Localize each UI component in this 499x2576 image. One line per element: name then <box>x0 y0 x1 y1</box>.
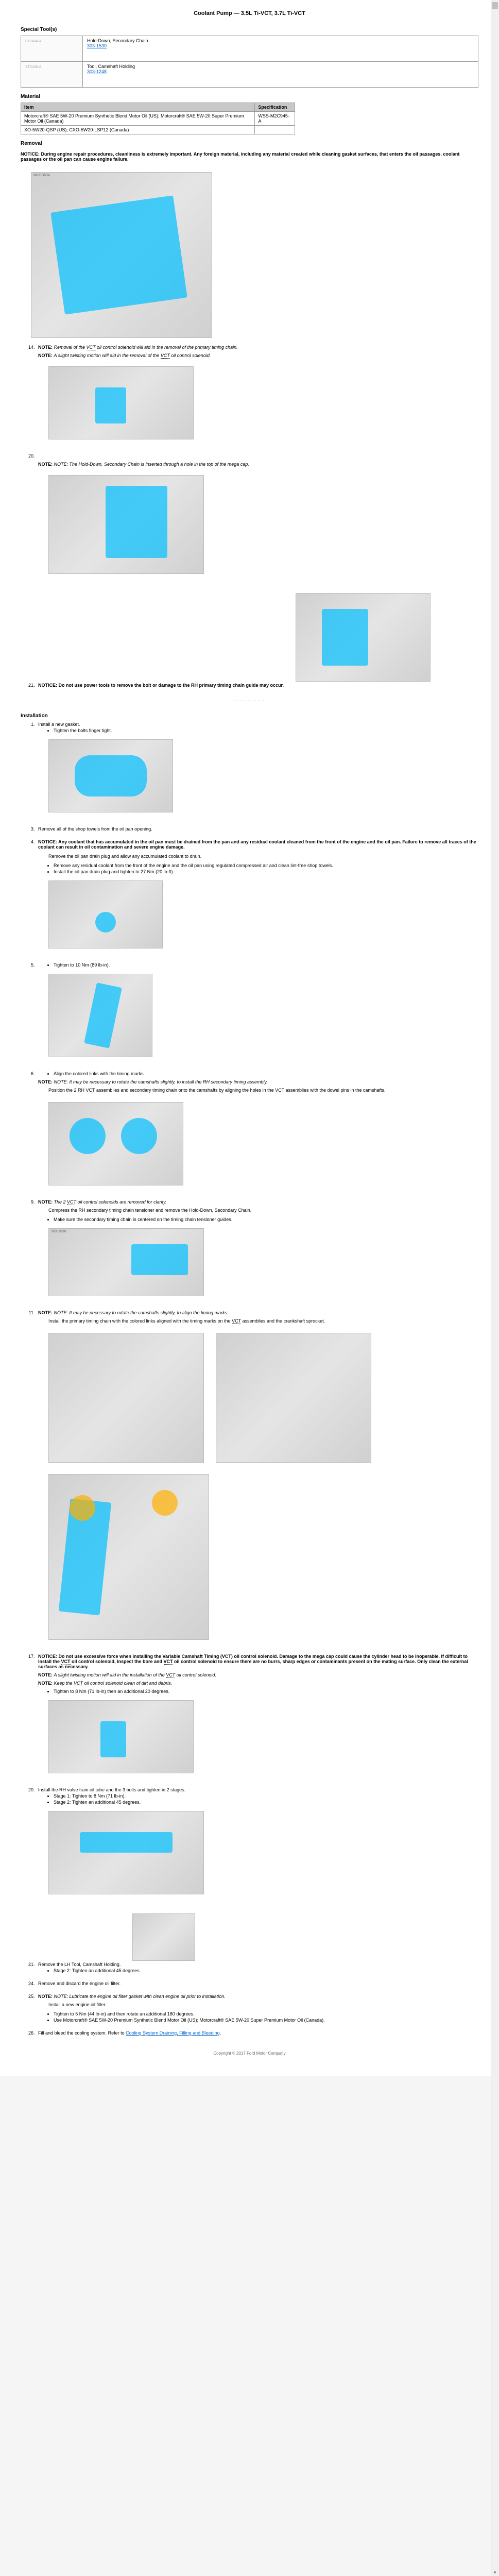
note: NOTE: NOTE: It may be necessary to rotat… <box>38 1079 478 1084</box>
tool-link[interactable]: 303-1530 <box>87 43 107 48</box>
installation-header: Installation <box>21 713 478 719</box>
tool-link[interactable]: 303-1248 <box>87 69 107 74</box>
install-steps-3: Remove all of the shop towels from the o… <box>36 826 478 1192</box>
figure: N0113634 <box>31 172 212 338</box>
removal-steps: NOTE: Removal of the VCT oil control sol… <box>36 345 478 446</box>
copyright: Copyright © 2017 Ford Motor Company <box>21 2051 478 2056</box>
removal-header: Removal <box>21 141 478 146</box>
step-4: NOTICE: Any coolant that has accumulated… <box>36 839 478 955</box>
figure <box>216 1333 371 1463</box>
mat-item: Motorcraft® SAE 5W-20 Premium Synthetic … <box>21 112 255 126</box>
figure <box>48 475 204 574</box>
note: NOTE: A slight twisting motion will aid … <box>38 1672 478 1677</box>
mat-spec <box>255 126 295 134</box>
tool-name: Hold-Down, Secondary Chain <box>87 38 148 43</box>
removal-steps-20: NOTE: NOTE: The Hold-Down, Secondary Cha… <box>36 453 478 688</box>
scroll-down-icon[interactable]: ▾ <box>491 2569 498 2576</box>
material-header: Material <box>21 94 478 99</box>
step-26: Fill and bleed the cooling system. Refer… <box>36 2030 478 2036</box>
page-title: Coolant Pump — 3.5L Ti-VCT, 3.7L Ti-VCT <box>21 10 478 16</box>
tool-desc-cell: Tool, Camshaft Holding 303-1248 <box>83 62 478 88</box>
figure <box>48 1700 194 1773</box>
figure <box>48 1102 183 1185</box>
col-item: Item <box>21 103 255 112</box>
note: NOTE: Keep the VCT oil control solenoid … <box>38 1681 478 1686</box>
step-24: Remove and discard the engine oil filter… <box>36 1981 478 1986</box>
install-steps: Install a new gasket. Tighten the bolts … <box>36 722 478 819</box>
mat-item: XO-5W20-QSP (US); CXO-5W20-LSP12 (Canada… <box>21 126 255 134</box>
step-1: Install a new gasket. Tighten the bolts … <box>36 722 478 819</box>
install-steps-17: NOTICE: Do not use excessive force when … <box>36 1654 478 1780</box>
install-steps-9: NOTE: The 2 VCT oil control solenoids ar… <box>36 1199 478 1302</box>
step-20: NOTE: NOTE: The Hold-Down, Secondary Cha… <box>36 453 478 580</box>
page-container: Coolant Pump — 3.5L Ti-VCT, 3.7L Ti-VCT … <box>0 0 499 2076</box>
mat-spec: WSS-M2C945-A <box>255 112 295 126</box>
special-tools-table: ST2404-A Hold-Down, Secondary Chain 303-… <box>21 36 478 88</box>
figure <box>48 880 163 948</box>
note: NOTE: The 2 VCT oil control solenoids ar… <box>38 1199 166 1205</box>
install-steps-24: Remove and discard the engine oil filter… <box>36 1981 478 2036</box>
figure <box>48 366 194 439</box>
scroll-thumb[interactable] <box>492 2 498 9</box>
step-6: Align the colored links with the timing … <box>36 1071 478 1192</box>
figure <box>48 1333 204 1463</box>
step-17: NOTICE: Do not use excessive force when … <box>36 1654 478 1780</box>
material-table: Item Specification Motorcraft® SAE 5W-20… <box>21 103 295 134</box>
step-note: NOTE: NOTE: The Hold-Down, Secondary Cha… <box>38 462 478 467</box>
table-row: XO-5W20-QSP (US); CXO-5W20-LSP12 (Canada… <box>21 126 295 134</box>
note: NOTE: NOTE: Lubricate the engine oil fil… <box>38 1994 226 1999</box>
col-spec: Specification <box>255 103 295 112</box>
page-break: · · · · · · · · · · · · · · <box>21 698 478 703</box>
special-tools-header: Special Tool(s) <box>21 27 478 32</box>
step-21: NOTICE: Do not use power tools to remove… <box>36 588 478 688</box>
figure <box>132 1913 195 1961</box>
step-9: NOTE: The 2 VCT oil control solenoids ar… <box>36 1199 478 1302</box>
tool-desc-cell: Hold-Down, Secondary Chain 303-1530 <box>83 36 478 62</box>
step-14: NOTE: Removal of the VCT oil control sol… <box>36 345 478 446</box>
cooling-link[interactable]: Cooling System Draining, Filling and Ble… <box>126 2030 220 2036</box>
table-row: ST2404-A Hold-Down, Secondary Chain 303-… <box>21 36 478 62</box>
scrollbar[interactable]: ▴ ▾ <box>491 0 499 2576</box>
step-21: Remove the LH Tool, Camshaft Holding. St… <box>36 1908 478 1973</box>
table-row: ST2440-A Tool, Camshaft Holding 303-1248 <box>21 62 478 88</box>
step-note: NOTE: Removal of the VCT oil control sol… <box>38 345 238 350</box>
step-note2: NOTE: A slight twisting motion will aid … <box>38 353 478 358</box>
figure: 303-1530 <box>48 1228 204 1296</box>
tool-image-cell: ST2440-A <box>21 62 83 88</box>
step-11: NOTE: NOTE: It may be necessary to rotat… <box>36 1310 478 1646</box>
figure <box>48 974 152 1057</box>
tool-image-cell: ST2404-A <box>21 36 83 62</box>
removal-notice: NOTICE: During engine repair procedures,… <box>21 151 478 162</box>
step-5: Tighten to 10 Nm (89 lb-in). <box>36 962 478 1063</box>
figure <box>48 1811 204 1894</box>
figure <box>48 739 173 812</box>
step-25: NOTE: NOTE: Lubricate the engine oil fil… <box>36 1994 478 2023</box>
table-header-row: Item Specification <box>21 103 295 112</box>
note: NOTE: NOTE: It may be necessary to rotat… <box>38 1310 228 1315</box>
figure <box>296 593 431 682</box>
table-row: Motorcraft® SAE 5W-20 Premium Synthetic … <box>21 112 295 126</box>
install-steps-20: Install the RH valve train oil tube and … <box>36 1787 478 1973</box>
tool-name: Tool, Camshaft Holding <box>87 64 135 69</box>
step-20: Install the RH valve train oil tube and … <box>36 1787 478 1901</box>
install-steps-11: NOTE: NOTE: It may be necessary to rotat… <box>36 1310 478 1646</box>
step-3: Remove all of the shop towels from the o… <box>36 826 478 832</box>
figure <box>48 1474 209 1640</box>
